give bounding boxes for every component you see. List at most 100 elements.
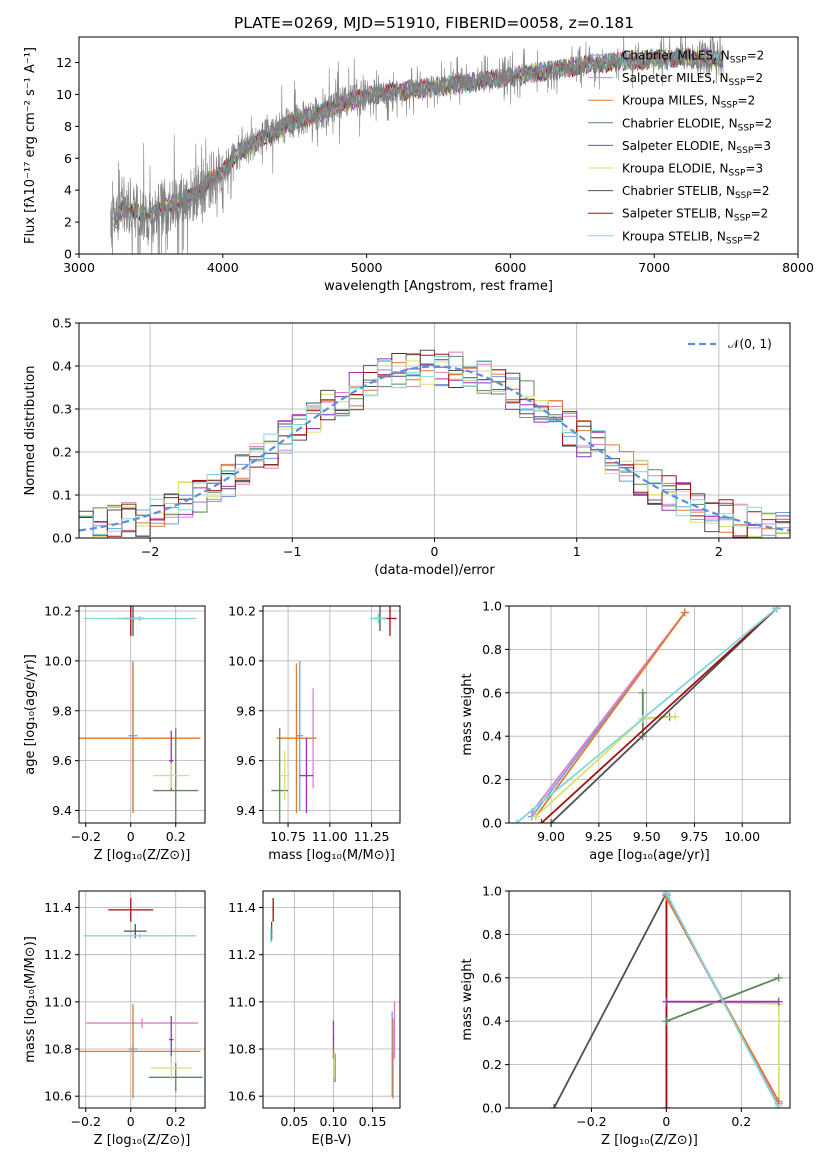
x-axis-label: (data-model)/error xyxy=(374,563,495,578)
y-tick-label: 10.6 xyxy=(44,1089,72,1104)
x-axis-label: Z [log₁₀(Z/Z⊙)] xyxy=(601,1133,698,1148)
y-tick-label: 11.2 xyxy=(228,947,256,962)
gaussian-curve xyxy=(79,365,790,532)
error-bars xyxy=(79,898,203,1099)
series-line xyxy=(531,611,686,813)
x-tick-label: 9.75 xyxy=(680,829,708,844)
x-tick-label: 9.25 xyxy=(585,829,613,844)
y-tick-label: 0.0 xyxy=(482,1101,502,1116)
legend-entry: Chabrier MILES, NSSP=2 xyxy=(622,49,764,66)
y-tick-label: 0.0 xyxy=(482,816,502,831)
y-tick-label: 10.2 xyxy=(44,603,72,618)
x-tick-label: 5000 xyxy=(351,260,383,275)
point-marker xyxy=(512,819,521,823)
y-tick-label: 10.6 xyxy=(228,1089,256,1104)
y-tick-label: 12 xyxy=(56,55,72,70)
x-tick-label: 0.10 xyxy=(320,1114,348,1129)
y-tick-label: 2 xyxy=(64,215,72,230)
y-tick-label: 6 xyxy=(64,151,72,166)
spectrum-legend: Chabrier MILES, NSSP=2 Salpeter MILES, NS… xyxy=(588,49,772,246)
y-tick-label: 10.0 xyxy=(228,653,256,668)
y-tick-label: 0.8 xyxy=(482,927,502,942)
y-tick-label: 0.0 xyxy=(52,531,72,546)
series-line xyxy=(516,607,778,823)
x-tick-label: 0 xyxy=(127,1114,135,1129)
x-axis-label: mass [log₁₀(M/M⊙)] xyxy=(268,848,395,863)
point-marker xyxy=(662,1017,671,1026)
spectrum-lines xyxy=(110,37,724,254)
y-axis-label: mass weight xyxy=(460,958,475,1040)
series-line xyxy=(666,1000,780,1106)
y-tick-label: 4 xyxy=(64,183,72,198)
x-tick-label: 6000 xyxy=(494,260,526,275)
legend-entry: Kroupa MILES, NSSP=2 xyxy=(622,94,755,111)
y-tick-label: 0.8 xyxy=(482,642,502,657)
point-marker xyxy=(537,819,546,823)
y-axis-label: Normed distribution xyxy=(23,366,38,496)
y-tick-label: 9.6 xyxy=(236,753,256,768)
y-tick-label: 10.2 xyxy=(228,603,256,618)
y-axis-label: Flux [fλ10⁻¹⁷ erg cm⁻² s⁻¹ A⁻¹] xyxy=(23,47,38,244)
x-tick-label: 3000 xyxy=(63,260,95,275)
point-marker xyxy=(772,606,781,613)
series-lines xyxy=(549,891,783,1108)
point-marker xyxy=(662,891,671,898)
point-marker xyxy=(774,997,783,1006)
weight-vs-Z-panel: −0.2 0 0.2 0.0 0.2 0.4 0.6 0.8 1.0 Z [log₁₀(Z/Z⊙)… xyxy=(460,884,791,1148)
mass-vs-ebv-panel: 0.05 0.10 0.15 10.6 10.8 11.0 11.2 11.4 E(B-V) xyxy=(228,890,401,1148)
error-bars xyxy=(79,606,201,823)
y-tick-label: 8 xyxy=(64,119,72,134)
x-tick-label: −0.2 xyxy=(576,1114,606,1129)
error-bars xyxy=(271,606,397,823)
y-tick-label: 11.4 xyxy=(228,900,256,915)
x-tick-label: 0.2 xyxy=(731,1114,751,1129)
y-tick-label: 0.6 xyxy=(482,685,502,700)
x-tick-label: 2 xyxy=(715,544,723,559)
legend-entry: Kroupa STELIB, NSSP=2 xyxy=(622,229,760,246)
axes-frame xyxy=(78,605,206,824)
axes-frame xyxy=(78,322,791,539)
error-bars xyxy=(270,898,396,1099)
y-tick-label: 0 xyxy=(64,247,72,262)
y-tick-label: 0.2 xyxy=(52,445,72,460)
x-tick-label: 0 xyxy=(662,1114,670,1129)
x-axis-label: E(B-V) xyxy=(311,1133,351,1148)
point-marker xyxy=(671,712,680,721)
y-tick-label: 1.0 xyxy=(482,884,502,899)
x-tick-label: 0.2 xyxy=(166,829,186,844)
y-tick-label: 10.8 xyxy=(228,1042,256,1057)
y-tick-label: 0.4 xyxy=(482,729,502,744)
age-vs-mass-panel: 10.75 11.00 11.25 9.4 9.6 9.8 10.0 10.2 mass [lo… xyxy=(228,603,401,863)
x-tick-label: 0 xyxy=(127,829,135,844)
y-tick-label: 0.4 xyxy=(482,1014,502,1029)
x-tick-label: −1 xyxy=(283,544,301,559)
series-line xyxy=(665,892,780,1108)
y-tick-label: 11.2 xyxy=(44,947,72,962)
chart-layer: 3000 4000 5000 6000 7000 8000024681012wavelen… xyxy=(23,36,814,1148)
x-tick-label: 9.00 xyxy=(537,829,565,844)
y-tick-label: 9.4 xyxy=(52,803,72,818)
legend-entry: 𝒩(0, 1) xyxy=(728,337,772,351)
series-line xyxy=(553,892,668,1108)
axes-frame xyxy=(508,890,791,1109)
x-tick-label: 0.15 xyxy=(359,1114,387,1129)
x-tick-label: 11.00 xyxy=(312,829,348,844)
series-line xyxy=(540,607,778,823)
legend-entry: Salpeter MILES, NSSP=2 xyxy=(622,71,763,88)
legend-entry: Kroupa ELODIE, NSSP=3 xyxy=(622,162,763,179)
age-vs-Z-panel: −0.2 0 0.2 9.4 9.6 9.8 10.0 10.2 Z [log₁₀(Z/Z⊙)]… xyxy=(23,603,206,863)
x-tick-label: 8000 xyxy=(782,260,814,275)
weight-vs-age-panel: 9.00 9.25 9.50 9.75 10.00 0.0 0.2 0.4 0.6 0.8 1.0 a… xyxy=(460,599,791,863)
y-axis-label: mass [log₁₀(M/M⊙)] xyxy=(23,936,38,1063)
x-tick-label: 9.50 xyxy=(633,829,661,844)
y-tick-label: 10.8 xyxy=(44,1042,72,1057)
point-marker xyxy=(774,973,783,982)
x-axis-label: Z [log₁₀(Z/Z⊙)] xyxy=(94,1133,191,1148)
legend-entry: Salpeter ELODIE, NSSP=3 xyxy=(622,139,771,156)
y-axis-label: age [log₁₀(age/yr)] xyxy=(23,654,38,775)
y-tick-label: 9.4 xyxy=(236,803,256,818)
x-tick-label: 0.2 xyxy=(166,1114,186,1129)
series-line xyxy=(535,611,686,818)
axes-frame xyxy=(78,890,206,1109)
